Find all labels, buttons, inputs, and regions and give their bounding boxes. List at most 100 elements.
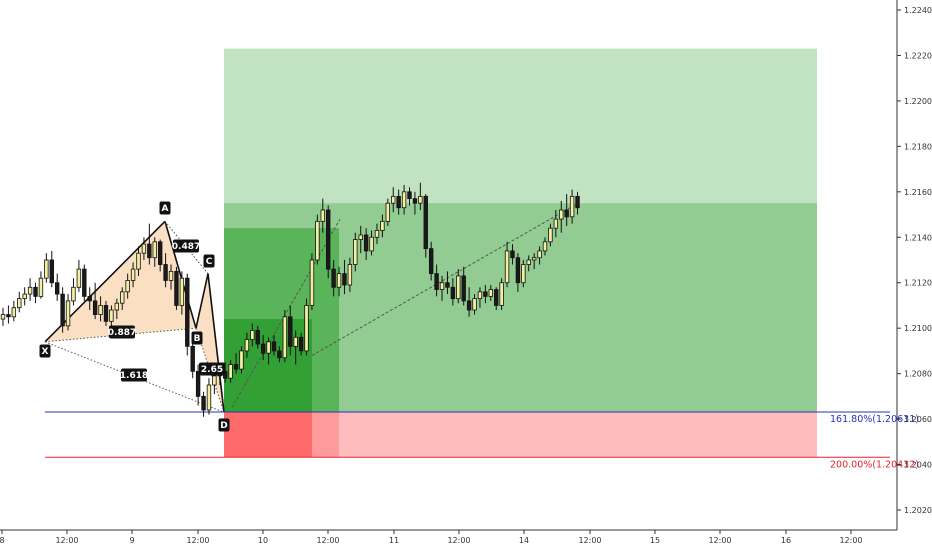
risk-reward-zones	[224, 48, 817, 458]
candle	[185, 273, 190, 356]
candle	[244, 332, 250, 358]
time-tick-label: 12:00	[839, 536, 862, 545]
candle	[575, 191, 580, 215]
svg-text:0.887: 0.887	[108, 328, 136, 338]
svg-text:B: B	[194, 334, 201, 344]
candle	[277, 346, 282, 363]
time-axis[interactable]: 8 12:00 9 12:00 10 12:00 11 12:00 14 12:00 15 12:00…	[0, 529, 897, 545]
svg-text:C: C	[206, 257, 213, 267]
time-tick-label: 16	[781, 536, 791, 545]
candle	[174, 266, 179, 310]
pattern-leg-ab	[164, 221, 197, 329]
candle	[477, 287, 483, 308]
candle	[315, 214, 320, 265]
candle	[60, 287, 65, 333]
candle	[114, 298, 120, 320]
pattern-ratio-line-xb	[44, 327, 197, 343]
candle	[98, 296, 103, 322]
candle	[309, 253, 315, 310]
time-tick-label: 12:00	[186, 536, 209, 545]
svg-text:0.487: 0.487	[172, 242, 200, 252]
candle	[55, 273, 60, 301]
pattern-leg-cd	[207, 273, 225, 413]
candle	[11, 300, 17, 322]
candle	[342, 260, 347, 295]
candle	[418, 182, 423, 210]
svg-text:2.65: 2.65	[201, 365, 223, 375]
price-axis[interactable]: 1.22400 1.22200 1.22000 1.21800 1.21600 1.214…	[896, 0, 932, 530]
candle	[266, 337, 271, 365]
candle	[288, 305, 293, 356]
ratio-label-xb: 0.887	[108, 325, 136, 339]
candle	[206, 378, 212, 415]
candle	[250, 323, 255, 347]
candle	[282, 310, 288, 363]
candle	[136, 246, 141, 276]
candle	[255, 325, 260, 349]
candle	[163, 253, 168, 288]
candle	[537, 246, 542, 265]
candle	[179, 271, 185, 315]
time-tick-label: 14	[519, 536, 529, 545]
price-tick-label: 1.20200	[904, 506, 932, 515]
candle	[331, 260, 336, 297]
price-tick-label: 1.20800	[904, 370, 932, 379]
candle	[347, 257, 353, 292]
time-tick-label: 9	[129, 536, 134, 545]
candle	[423, 194, 428, 258]
candle	[461, 266, 466, 306]
candle	[510, 244, 515, 265]
candle	[71, 278, 76, 306]
price-tick-label: 1.22400	[904, 6, 932, 15]
candle	[515, 253, 521, 292]
trend-lines	[231, 202, 579, 408]
candle	[65, 294, 71, 331]
candle	[325, 205, 331, 279]
pattern-ratio-line-ac	[164, 221, 209, 274]
candle	[391, 187, 396, 213]
candle	[233, 353, 239, 374]
level-label-200: 200.00%(1.20432)	[830, 459, 919, 470]
price-tick-label: 1.21400	[904, 233, 932, 242]
pattern-leg-xa	[44, 220, 166, 343]
profit-zone-core	[224, 319, 312, 413]
point-label-d: D	[218, 418, 230, 432]
candle	[569, 189, 575, 224]
candle	[521, 260, 526, 288]
pattern-leg-bc	[195, 273, 209, 329]
candle	[6, 305, 11, 324]
time-tick-label: 12:00	[316, 536, 339, 545]
candle	[168, 264, 174, 290]
candle	[22, 287, 27, 306]
svg-text:D: D	[220, 421, 227, 431]
candle	[353, 232, 358, 272]
price-tick-label: 1.21800	[904, 142, 932, 151]
candle	[228, 360, 233, 383]
ratio-label-ac: 0.487	[172, 239, 200, 253]
candle	[363, 228, 369, 260]
candle	[147, 223, 152, 265]
candle	[336, 266, 342, 297]
time-tick-label: 15	[650, 536, 660, 545]
price-tick-label: 1.20400	[904, 461, 932, 470]
point-label-a: A	[159, 201, 171, 215]
time-tick-label: 11	[389, 536, 399, 545]
candle	[445, 271, 450, 295]
candle	[298, 332, 304, 356]
candle	[428, 241, 434, 281]
candle	[103, 300, 109, 326]
candle	[488, 285, 493, 301]
price-tick-label: 1.21200	[904, 279, 932, 288]
time-tick-label: 10	[258, 536, 268, 545]
candle	[526, 255, 531, 272]
candle	[82, 264, 87, 301]
price-tick-label: 1.21600	[904, 188, 932, 197]
price-tick-label: 1.22000	[904, 97, 932, 106]
candle	[564, 194, 569, 226]
candle	[260, 335, 266, 360]
candle	[27, 278, 33, 301]
candle	[466, 287, 472, 317]
candle	[141, 237, 147, 260]
level-label-161: 161.80%(1.20631)	[830, 414, 919, 425]
